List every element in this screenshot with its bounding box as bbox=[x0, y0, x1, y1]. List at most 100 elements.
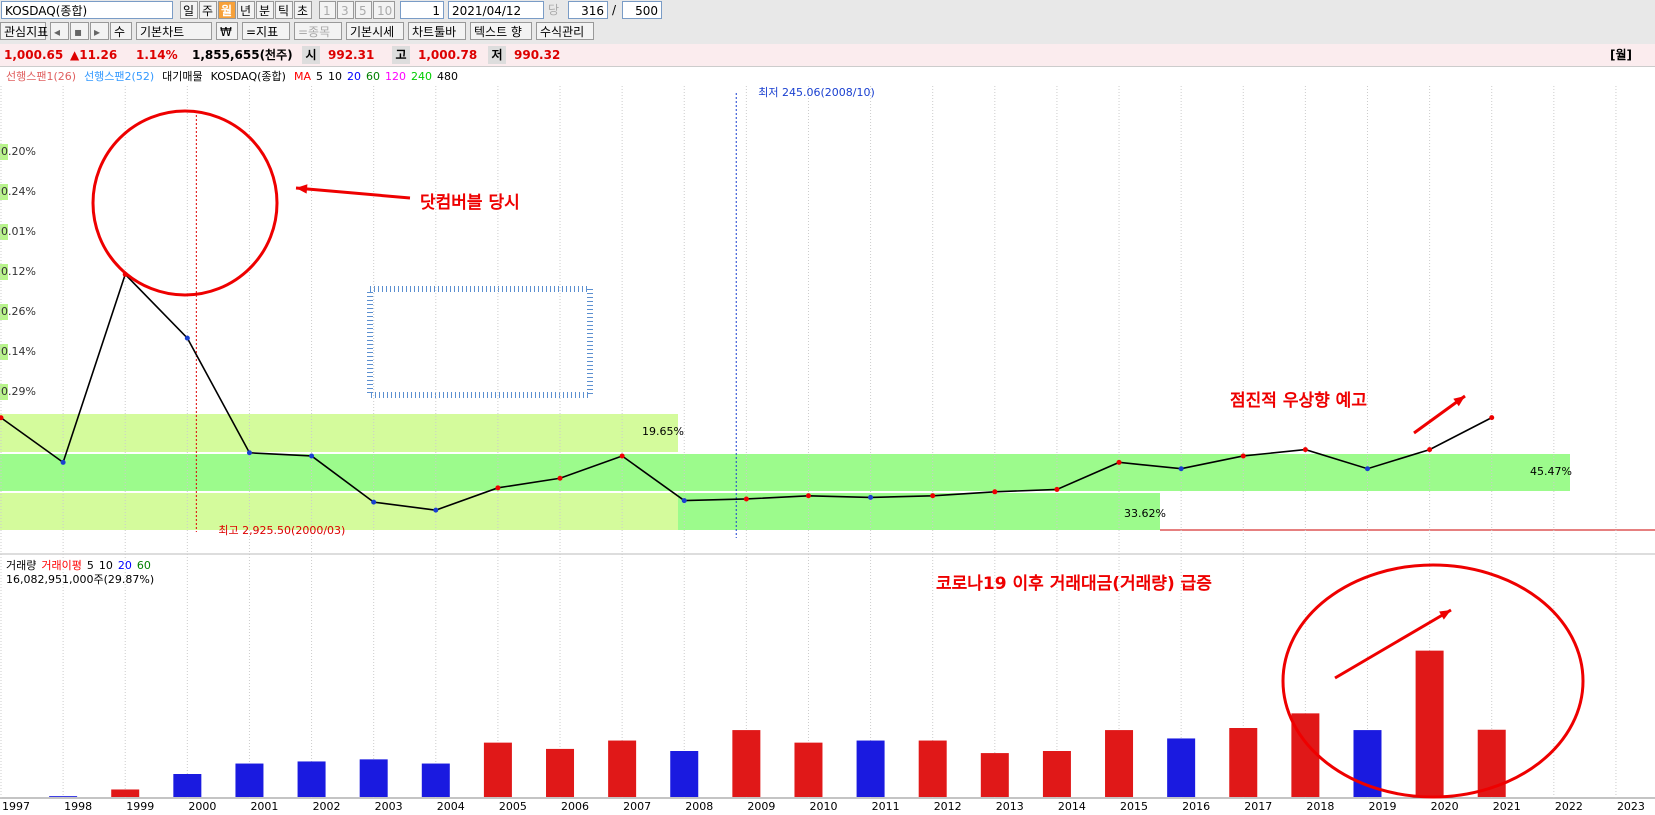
x-tick-label: 2015 bbox=[1120, 800, 1148, 813]
toolbar-button[interactable]: 관심지표 bbox=[0, 22, 48, 40]
price-point bbox=[1240, 453, 1246, 459]
symbol-input[interactable]: KOSDAQ(종합) bbox=[1, 1, 173, 19]
period-button[interactable]: 년 bbox=[237, 1, 255, 19]
price-point bbox=[1178, 466, 1184, 472]
price-point bbox=[309, 453, 315, 459]
quote-high-label: 고 bbox=[392, 46, 410, 64]
toolbar-button[interactable]: =종목 bbox=[294, 22, 342, 40]
unit-select[interactable]: 1 bbox=[400, 1, 444, 19]
side-label: 0.12% bbox=[1, 265, 36, 278]
period-button[interactable]: 일 bbox=[180, 1, 198, 19]
x-tick-label: 1997 bbox=[2, 800, 30, 813]
when-label: 당 bbox=[548, 3, 560, 17]
toolbar-button[interactable]: =지표 bbox=[242, 22, 290, 40]
quote-low-label: 저 bbox=[488, 46, 506, 64]
price-point bbox=[1302, 447, 1308, 453]
toolbar-button[interactable]: 텍스트 향 bbox=[470, 22, 532, 40]
side-strip bbox=[0, 264, 8, 280]
count-button[interactable]: 5 bbox=[355, 1, 372, 19]
price-point bbox=[1054, 486, 1060, 492]
price-point bbox=[433, 507, 439, 513]
legend-item: 선행스팬2(52) bbox=[84, 70, 154, 83]
arrow bbox=[295, 186, 411, 200]
price-point bbox=[0, 415, 4, 421]
period-button[interactable]: 초 bbox=[294, 1, 312, 19]
date-select[interactable]: 2021/04/12 bbox=[448, 1, 544, 19]
nav-button[interactable]: ▸ bbox=[90, 22, 109, 40]
legend-item: KOSDAQ(종합) bbox=[211, 70, 286, 83]
quote-open-label: 시 bbox=[302, 46, 320, 64]
toolbar-button[interactable]: ₩ bbox=[216, 22, 238, 40]
volume-legend-item: 10 bbox=[99, 559, 113, 572]
side-label: 0.20% bbox=[1, 145, 36, 158]
quote-open: 992.31 bbox=[328, 48, 375, 62]
x-tick-label: 2004 bbox=[437, 800, 465, 813]
volume-bar bbox=[421, 763, 450, 797]
count-button[interactable]: 3 bbox=[337, 1, 354, 19]
legend-item: MA bbox=[294, 70, 311, 83]
annotation: 45.47% bbox=[1530, 465, 1572, 478]
nav-button[interactable]: ▪ bbox=[70, 22, 89, 40]
x-tick-label: 2011 bbox=[872, 800, 900, 813]
x-tick-label: 2019 bbox=[1368, 800, 1396, 813]
price-point bbox=[371, 499, 377, 505]
highlight-circle bbox=[91, 109, 279, 297]
sep-label: / bbox=[612, 3, 617, 17]
x-tick-label: 2006 bbox=[561, 800, 589, 813]
period-button[interactable]: 틱 bbox=[275, 1, 293, 19]
volume-bar bbox=[111, 789, 140, 797]
price-point bbox=[557, 475, 563, 481]
annotation: 33.62% bbox=[1124, 507, 1166, 520]
annotation: 닷컴버블 당시 bbox=[420, 192, 520, 213]
count-button[interactable]: 10 bbox=[373, 1, 395, 19]
volume-legend-item: 20 bbox=[118, 559, 132, 572]
price-point bbox=[1364, 466, 1370, 472]
volume-bar bbox=[794, 742, 823, 797]
toolbar-button[interactable]: 기본시세 bbox=[346, 22, 404, 40]
legend-item: 480 bbox=[437, 70, 458, 83]
period-indicator: [월] bbox=[1610, 48, 1633, 62]
volume-bar bbox=[173, 774, 202, 797]
nav-button[interactable]: ◂ bbox=[50, 22, 69, 40]
x-tick-label: 2017 bbox=[1244, 800, 1272, 813]
x-tick-label: 2007 bbox=[623, 800, 651, 813]
period-button[interactable]: 분 bbox=[256, 1, 274, 19]
toolbar-button[interactable]: 수식관리 bbox=[536, 22, 594, 40]
price-point bbox=[495, 485, 501, 491]
low-label: 최저 245.06(2008/10) bbox=[758, 86, 875, 99]
quote-change: ▲11.26 bbox=[70, 48, 118, 62]
toolbar-button[interactable]: 수 bbox=[110, 22, 132, 40]
toolbar-button[interactable]: 차트툴바 bbox=[408, 22, 466, 40]
count-button[interactable]: 1 bbox=[319, 1, 336, 19]
price-point bbox=[619, 453, 625, 459]
annotation: 코로나19 이후 거래대금(거래량) 급증 bbox=[936, 573, 1212, 594]
volume-bar bbox=[1167, 738, 1196, 797]
quote-high: 1,000.78 bbox=[418, 48, 478, 62]
highlight-ellipse bbox=[1281, 563, 1585, 799]
x-tick-label: 2021 bbox=[1493, 800, 1521, 813]
annotation: 19.65% bbox=[642, 425, 684, 438]
x-tick-label: 2022 bbox=[1555, 800, 1583, 813]
x-tick-label: 2001 bbox=[250, 800, 278, 813]
x-tick-label: 2010 bbox=[809, 800, 837, 813]
bars-input[interactable]: 316 bbox=[568, 1, 608, 19]
toolbar-button[interactable]: 기본차트 bbox=[136, 22, 212, 40]
total-input[interactable]: 500 bbox=[622, 1, 662, 19]
period-button[interactable]: 주 bbox=[199, 1, 217, 19]
volume-info: 16,082,951,000주(29.87%) bbox=[6, 573, 154, 586]
price-point bbox=[1489, 415, 1495, 421]
side-label: 0.14% bbox=[1, 345, 36, 358]
side-strip bbox=[0, 304, 8, 320]
volume-bar bbox=[1229, 728, 1258, 797]
x-tick-label: 2012 bbox=[934, 800, 962, 813]
period-button[interactable]: 월 bbox=[218, 1, 236, 19]
x-tick-label: 2000 bbox=[188, 800, 216, 813]
volume-bar bbox=[1105, 730, 1134, 797]
side-strip bbox=[0, 144, 8, 160]
legend-item: 선행스팬1(26) bbox=[6, 70, 76, 83]
legend-item: 120 bbox=[385, 70, 406, 83]
legend-item: 240 bbox=[411, 70, 432, 83]
quote-bar bbox=[0, 44, 1655, 67]
x-tick-label: 2013 bbox=[996, 800, 1024, 813]
price-point bbox=[681, 498, 687, 504]
